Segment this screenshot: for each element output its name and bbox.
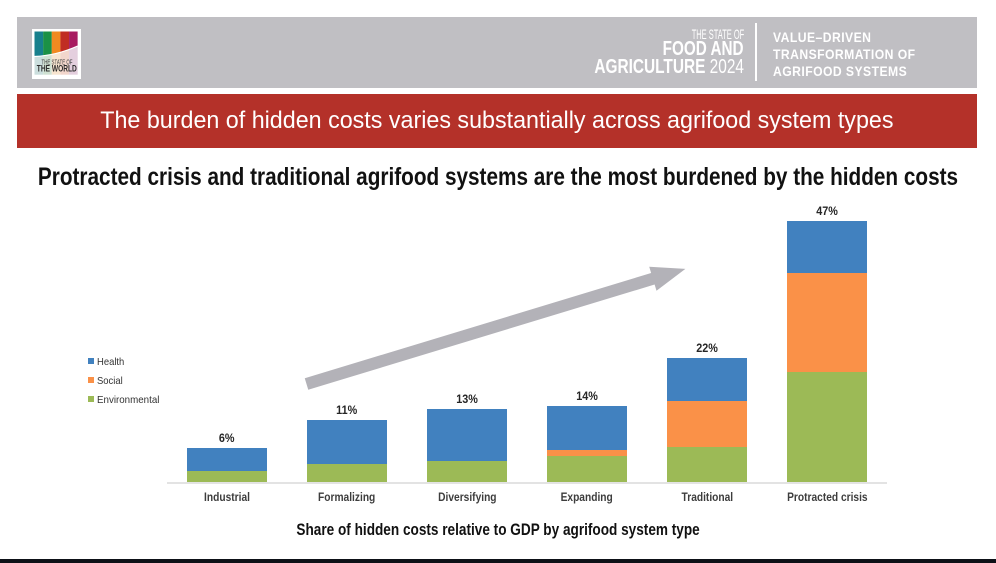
svg-text:THE STATE OF: THE STATE OF [41,57,72,66]
svg-text:THE WORLD: THE WORLD [36,63,76,73]
